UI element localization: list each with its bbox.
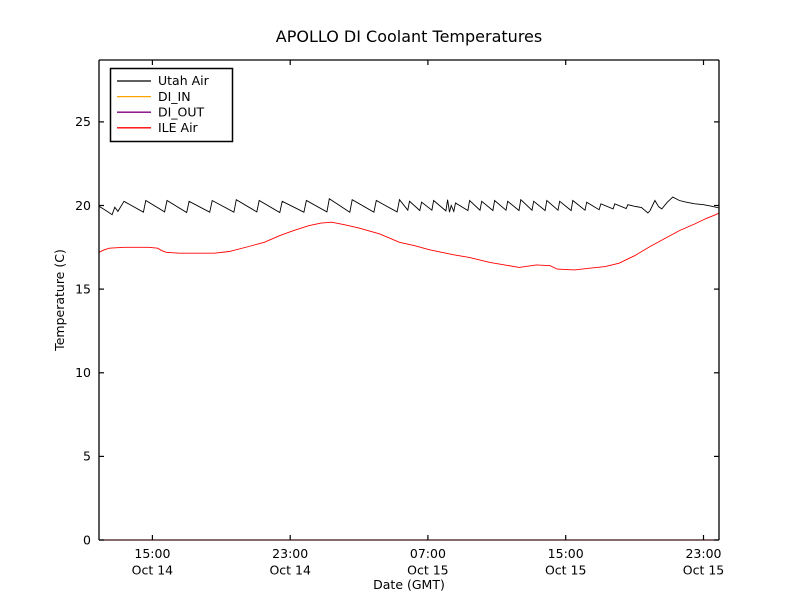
tick-labels: 15:00 Oct 14 23:00 Oct 14 07:00 Oct 15 15:00 Oc… xyxy=(75,114,724,577)
y-tick-label: 0 xyxy=(83,532,91,547)
series-line-ile-air xyxy=(98,212,720,271)
x-tick-label-time: 15:00 xyxy=(548,546,584,561)
x-tick-label-date: Oct 15 xyxy=(545,563,587,578)
x-axis-label: Date (GMT) xyxy=(373,577,445,592)
y-tick-label: 20 xyxy=(75,198,91,213)
chart-title: APOLLO DI Coolant Temperatures xyxy=(276,27,542,46)
x-tick-label-date: Oct 14 xyxy=(269,563,311,578)
y-tick-label: 15 xyxy=(75,281,91,296)
x-tick-label-date: Oct 15 xyxy=(407,563,449,578)
tick-marks xyxy=(99,60,719,541)
y-tick-label: 5 xyxy=(83,449,91,464)
legend-label: DI_OUT xyxy=(158,104,205,119)
legend-label: DI_IN xyxy=(158,89,191,104)
legend-label: Utah Air xyxy=(158,73,210,88)
x-tick-label-time: 23:00 xyxy=(685,546,721,561)
y-tick-label: 10 xyxy=(75,365,91,380)
x-tick-label-time: 23:00 xyxy=(272,546,308,561)
series-line-utah-air xyxy=(98,196,720,216)
x-tick-label-time: 07:00 xyxy=(410,546,446,561)
axes-box xyxy=(98,59,720,541)
x-tick-label-date: Oct 14 xyxy=(132,563,174,578)
x-tick-label-time: 15:00 xyxy=(134,546,170,561)
y-axis-label: Temperature (C) xyxy=(52,249,67,352)
y-tick-label: 25 xyxy=(75,114,91,129)
legend-label: ILE Air xyxy=(158,120,199,135)
x-tick-label-date: Oct 15 xyxy=(683,563,725,578)
